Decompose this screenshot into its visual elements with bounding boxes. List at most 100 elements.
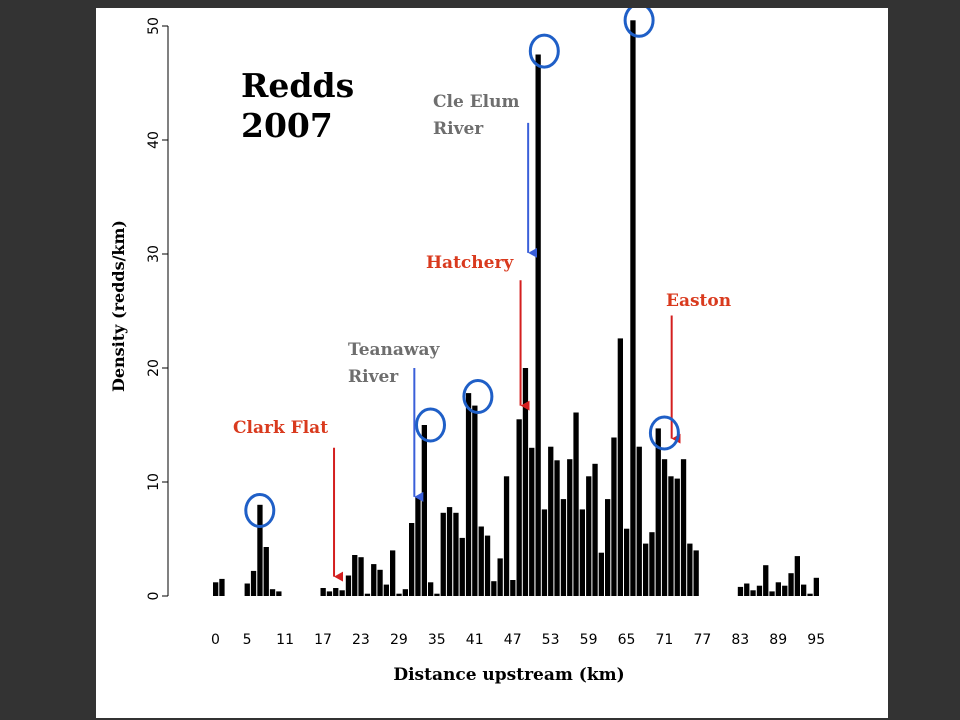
bar xyxy=(364,593,371,596)
bar xyxy=(788,573,794,596)
x-tick-label: 83 xyxy=(731,632,749,648)
annotation-label: Hatchery xyxy=(426,253,514,273)
x-tick-label: 17 xyxy=(314,632,332,648)
y-tick-label: 20 xyxy=(146,359,162,377)
x-tick-label: 71 xyxy=(655,632,673,648)
bar xyxy=(428,582,434,596)
bar xyxy=(371,564,377,596)
bar xyxy=(250,570,257,596)
slide-background: Redds 2007 0 10 20 30 40 50 0 5 11 17 23 29 35 41 47 5… xyxy=(96,8,888,718)
bar xyxy=(320,588,326,596)
x-tick-label: 29 xyxy=(390,632,408,648)
x-tick-label: 11 xyxy=(276,632,294,648)
bar xyxy=(352,555,358,596)
x-tick-label: 95 xyxy=(807,632,825,648)
bar xyxy=(213,582,219,596)
bar xyxy=(276,591,282,596)
x-tick-label: 0 xyxy=(211,632,220,648)
highlight-circle xyxy=(415,407,446,443)
bar-chart: 0 10 20 30 40 50 0 5 11 17 23 29 35 41 47 53 59 65 71 77 83… xyxy=(109,8,825,685)
annotation-label-line: Clark Flat xyxy=(233,418,328,438)
bar xyxy=(409,523,415,596)
bar xyxy=(567,459,573,596)
annotation-label: Teanaway River xyxy=(348,340,441,387)
bar xyxy=(744,583,750,596)
bar xyxy=(687,543,693,596)
bar xyxy=(560,499,567,596)
y-axis-label: Density (redds/km) xyxy=(109,220,128,392)
highlight-circles xyxy=(244,8,680,528)
bar xyxy=(769,591,775,596)
highlight-circle xyxy=(244,493,276,528)
bar xyxy=(661,459,668,596)
bars-group xyxy=(213,20,819,597)
bar xyxy=(396,593,402,596)
bar xyxy=(522,368,529,596)
chart-title-line-1: Redds xyxy=(241,66,355,105)
annotation-label-line: River xyxy=(348,367,399,387)
bar xyxy=(434,593,440,596)
bar xyxy=(763,565,769,596)
bar xyxy=(737,586,744,596)
bar xyxy=(503,476,510,596)
bar xyxy=(465,393,472,596)
bar xyxy=(655,428,661,596)
bar xyxy=(782,585,788,596)
bar xyxy=(219,578,225,596)
bar xyxy=(269,589,276,596)
bar xyxy=(554,460,560,596)
bar xyxy=(624,528,630,596)
bar xyxy=(605,499,611,596)
annotation-label-line: Hatchery xyxy=(426,253,514,273)
bar xyxy=(598,552,604,596)
bar xyxy=(497,558,503,596)
bar xyxy=(263,547,269,596)
bar xyxy=(535,54,541,596)
annotation-label: Cle Elum River xyxy=(433,92,520,139)
highlight-circle xyxy=(462,379,494,414)
y-tick-label: 50 xyxy=(146,17,162,35)
highlight-circle xyxy=(623,8,655,38)
y-tick-label: 10 xyxy=(146,473,162,491)
x-tick-label: 89 xyxy=(769,632,787,648)
x-axis: 0 5 11 17 23 29 35 41 47 53 59 65 71 77 83 89 95 xyxy=(211,632,825,648)
bar xyxy=(617,338,623,596)
bar xyxy=(630,20,636,597)
bar xyxy=(573,412,579,596)
bar xyxy=(813,577,819,596)
bar xyxy=(611,437,617,596)
bar xyxy=(459,537,465,596)
bar xyxy=(541,509,548,596)
bar xyxy=(674,478,680,596)
bar xyxy=(484,535,491,596)
bar xyxy=(244,583,250,596)
annotation-label: Easton xyxy=(666,291,731,311)
x-tick-label: 77 xyxy=(693,632,711,648)
x-tick-label: 47 xyxy=(504,632,522,648)
bar xyxy=(402,589,408,596)
annotations: Clark Flat Teanaway River Hatchery Cle Elum R… xyxy=(233,92,731,438)
bar xyxy=(636,446,642,596)
chart-title-line-2: 2007 xyxy=(241,106,333,145)
annotation-label: Clark Flat xyxy=(233,418,328,438)
bar xyxy=(643,543,649,596)
bar xyxy=(333,588,339,596)
bar xyxy=(377,569,383,596)
x-tick-label: 35 xyxy=(428,632,446,648)
bar xyxy=(472,405,478,596)
bar xyxy=(680,459,687,596)
x-axis-label: Distance upstream (km) xyxy=(393,665,624,685)
bar xyxy=(649,532,655,596)
bar xyxy=(750,590,756,596)
bar xyxy=(415,496,421,596)
bar xyxy=(586,476,592,596)
bar xyxy=(529,447,535,596)
bar xyxy=(756,585,763,596)
x-tick-label: 53 xyxy=(542,632,560,648)
annotation-label-line: Cle Elum xyxy=(433,92,520,112)
x-tick-label: 59 xyxy=(580,632,598,648)
bar xyxy=(390,550,396,596)
bar xyxy=(548,446,554,596)
bar xyxy=(339,590,345,596)
bar xyxy=(693,550,699,596)
